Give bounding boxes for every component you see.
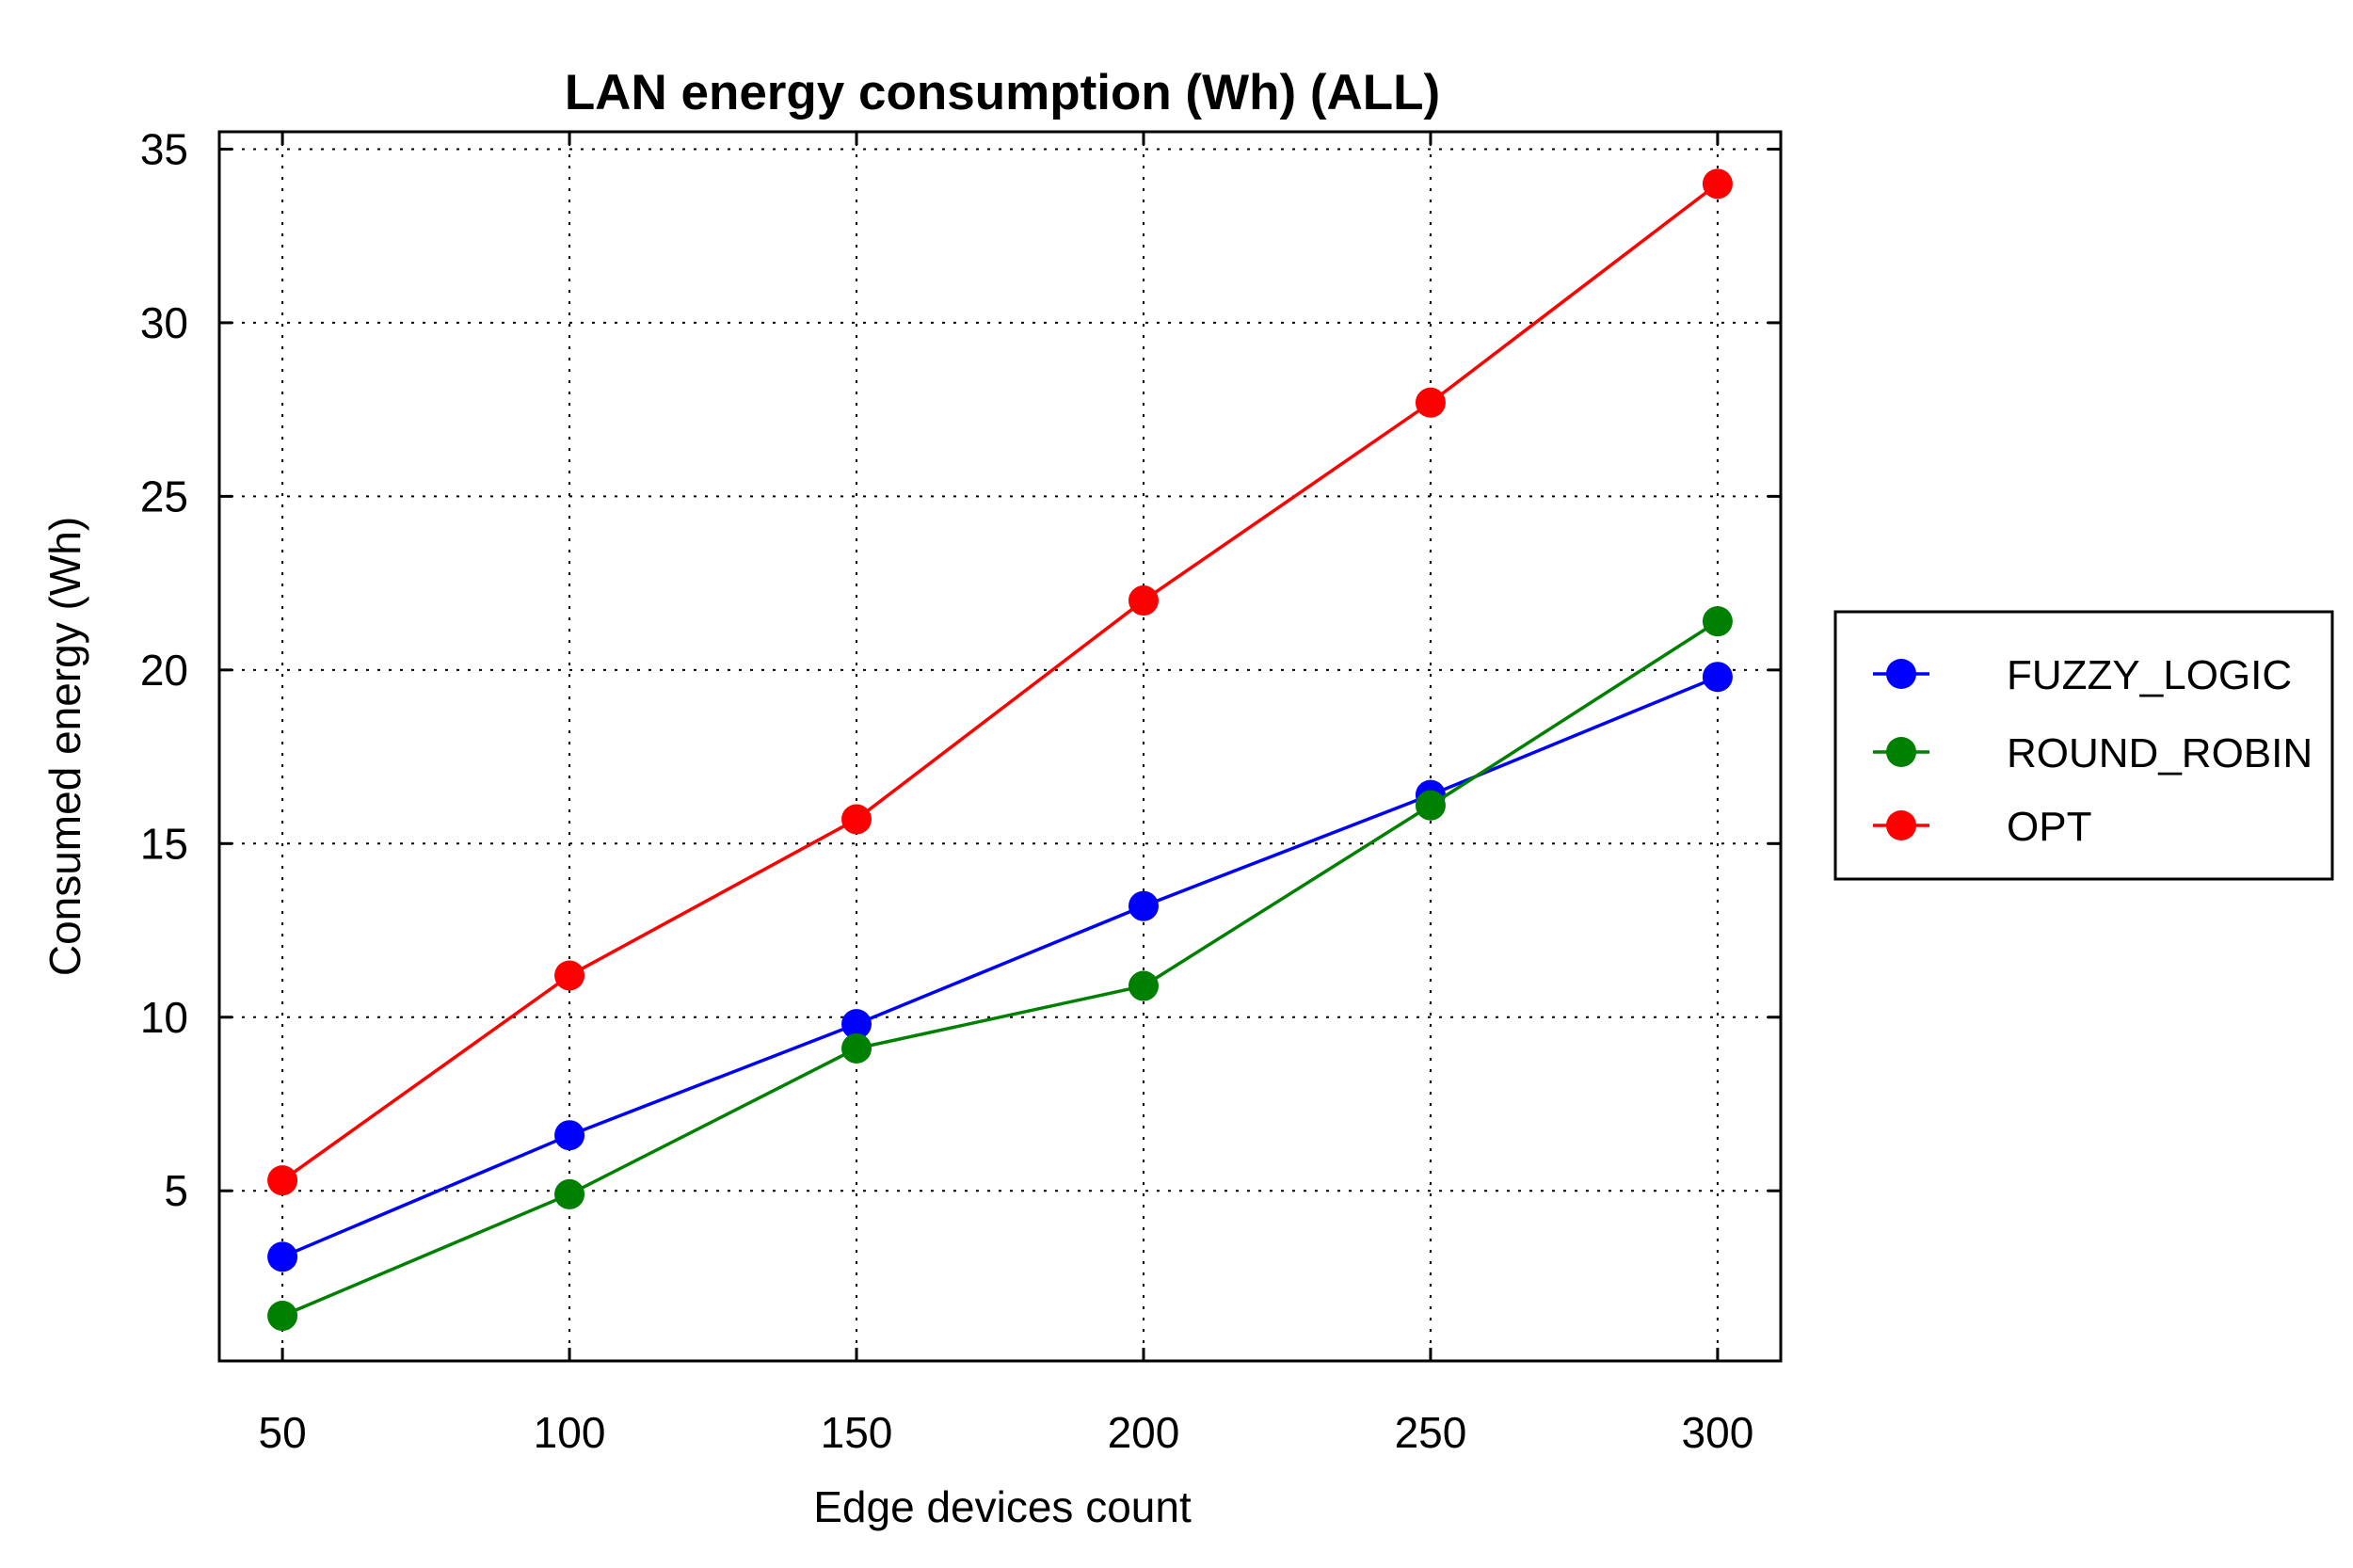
legend-box: [1833, 610, 2334, 881]
legend-items: FUZZY_LOGIC ROUND_ROBIN OPT: [1873, 652, 2313, 850]
legend-label: OPT: [2007, 804, 2091, 850]
y-tick-label: 20: [140, 646, 188, 695]
data-point: [841, 1009, 872, 1040]
series-line: [281, 182, 1719, 1182]
data-point: [554, 960, 585, 991]
x-tick-label: 300: [1682, 1408, 1754, 1457]
y-axis-label: Consumed energy (Wh): [40, 517, 89, 976]
data-point: [841, 1032, 872, 1064]
tick-marks: [219, 132, 1781, 1361]
x-tick-label: 150: [821, 1408, 893, 1457]
legend-item: OPT: [1873, 804, 2091, 850]
plot-frame: [217, 130, 1783, 1363]
x-tick-label: 200: [1108, 1408, 1180, 1457]
series-line: [281, 619, 1719, 1318]
grid-lines: [219, 132, 1781, 1361]
data-point: [1128, 890, 1159, 921]
y-tick-labels: 5 10 15 20 25 30 35: [140, 124, 188, 1215]
legend-label: FUZZY_LOGIC: [2007, 652, 2292, 698]
y-tick-label: 15: [140, 819, 188, 868]
legend: FUZZY_LOGIC ROUND_ROBIN OPT: [1833, 610, 2334, 881]
data-point: [554, 1120, 585, 1151]
data-point: [1415, 387, 1446, 418]
chart-title: LAN energy consumption (Wh) (ALL): [565, 65, 1440, 120]
legend-item: ROUND_ROBIN: [1873, 730, 2313, 776]
legend-swatch-marker: [1886, 659, 1916, 689]
series-line: [281, 675, 1719, 1258]
legend-swatch-marker: [1886, 737, 1916, 767]
series-layer: [267, 168, 1733, 1332]
legend-item: FUZZY_LOGIC: [1873, 652, 2292, 698]
y-tick-label: 5: [164, 1166, 188, 1215]
series: [267, 168, 1733, 1196]
y-tick-label: 30: [140, 298, 188, 347]
legend-label: ROUND_ROBIN: [2007, 730, 2313, 776]
data-point: [1702, 662, 1733, 693]
data-point: [1128, 970, 1159, 1001]
data-point: [554, 1178, 585, 1209]
legend-swatch-marker: [1886, 810, 1916, 840]
y-tick-label: 10: [140, 993, 188, 1042]
series: [267, 606, 1733, 1332]
x-tick-label: 50: [259, 1408, 307, 1457]
y-tick-label: 25: [140, 472, 188, 520]
data-point: [1702, 168, 1733, 200]
data-point: [1415, 790, 1446, 821]
data-point: [841, 804, 872, 835]
y-tick-label: 35: [140, 124, 188, 173]
x-axis-label: Edge devices count: [813, 1482, 1192, 1531]
data-point: [267, 1241, 298, 1272]
data-point: [267, 1301, 298, 1332]
x-tick-label: 250: [1395, 1408, 1467, 1457]
data-point: [1128, 585, 1159, 616]
x-tick-label: 100: [534, 1408, 606, 1457]
data-point: [1702, 606, 1733, 637]
data-point: [267, 1165, 298, 1196]
x-tick-labels: 50 100 150 200 250 300: [259, 1408, 1754, 1457]
